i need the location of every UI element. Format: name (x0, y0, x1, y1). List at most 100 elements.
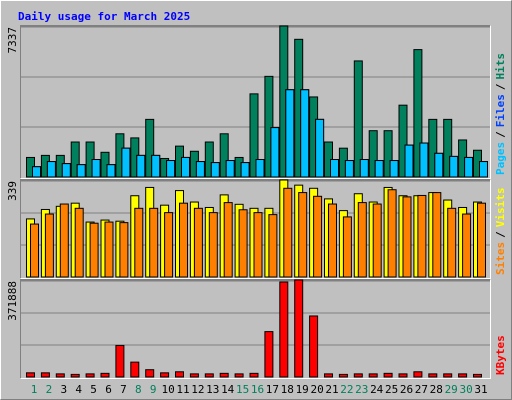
x-tick-label: 7 (120, 383, 127, 396)
bar (55, 373, 65, 378)
legend-entry: Visits (494, 188, 507, 228)
bar (344, 160, 354, 178)
panel-bevel-light (20, 279, 491, 379)
bar (119, 222, 129, 278)
bar (121, 147, 131, 178)
bar (249, 372, 259, 378)
bar (208, 212, 218, 278)
bar (300, 89, 310, 178)
plot-area (20, 279, 491, 378)
bar (264, 331, 274, 378)
bar (179, 202, 188, 278)
x-tick-label: 11 (176, 383, 189, 396)
bar (428, 373, 438, 378)
bar (353, 60, 363, 178)
bar (479, 161, 488, 178)
bar (249, 93, 259, 178)
bar (353, 373, 363, 378)
bar (338, 373, 348, 378)
x-tick-label: 9 (150, 383, 157, 396)
x-tick-label: 5 (90, 383, 97, 396)
bar (387, 189, 397, 278)
bar (458, 373, 468, 378)
legend: KBytes (494, 335, 507, 375)
bar (219, 133, 229, 178)
legend: Pages / Files / Hits (494, 53, 507, 175)
x-tick-label: 21 (325, 383, 338, 396)
bar (477, 202, 486, 278)
bar (428, 118, 438, 178)
x-tick-label: 31 (474, 383, 487, 396)
x-tick-label: 16 (251, 383, 264, 396)
bar (404, 144, 414, 178)
bar (324, 373, 333, 378)
x-tick-label: 13 (206, 383, 219, 396)
bar (91, 159, 101, 178)
bar (76, 164, 86, 178)
panel-bevel-light (20, 25, 491, 179)
bar (44, 213, 54, 278)
bar (193, 207, 203, 278)
bar (240, 162, 250, 178)
legend-separator: / (494, 83, 507, 90)
bar (462, 213, 472, 278)
legend-separator: / (494, 231, 507, 238)
bar (464, 156, 474, 178)
bar (264, 75, 274, 178)
bar (268, 214, 278, 278)
x-tick-label: 2 (46, 383, 53, 396)
bar (106, 164, 116, 178)
bar (234, 373, 244, 378)
bar (449, 155, 459, 178)
bar (100, 372, 110, 378)
x-tick-label: 15 (236, 383, 249, 396)
x-tick-label: 19 (296, 383, 309, 396)
bar (359, 159, 369, 178)
bar (195, 161, 205, 178)
bar (372, 203, 382, 278)
x-tick-label: 29 (445, 383, 458, 396)
bar (447, 207, 457, 278)
bar (115, 344, 125, 378)
bar (136, 154, 146, 178)
chart-title: Daily usage for March 2025 (18, 10, 190, 23)
bar (104, 221, 114, 278)
x-tick-label: 23 (355, 383, 368, 396)
x-tick-label: 3 (60, 383, 67, 396)
bar (253, 212, 263, 278)
bar (342, 216, 352, 278)
bar (85, 373, 95, 378)
bar (383, 372, 393, 378)
legend-entry: Pages (494, 142, 507, 175)
bar (398, 104, 408, 178)
x-tick-label: 12 (191, 383, 204, 396)
bar (145, 118, 155, 178)
bar (270, 127, 280, 178)
x-tick-label: 8 (135, 383, 142, 396)
y-tick-label: 7337 (6, 27, 19, 54)
bar (70, 373, 80, 378)
legend-entry: KBytes (494, 335, 507, 375)
bar (313, 195, 323, 278)
bar (238, 209, 248, 278)
bar (166, 160, 176, 178)
bar (328, 203, 337, 278)
bar (279, 281, 289, 378)
x-tick-label: 22 (340, 383, 353, 396)
legend-entry: Files (494, 94, 507, 127)
bar (473, 373, 482, 378)
bar (134, 207, 144, 278)
bar (298, 192, 308, 278)
bar (70, 141, 80, 178)
bar (59, 203, 69, 278)
bar (330, 159, 339, 178)
bar (189, 373, 199, 378)
bar (32, 166, 41, 178)
bar (149, 207, 159, 278)
bar (160, 372, 170, 378)
x-tick-label: 17 (266, 383, 279, 396)
x-tick-label: 26 (400, 383, 413, 396)
x-tick-label: 6 (105, 383, 112, 396)
bar (419, 142, 429, 178)
x-tick-label: 18 (281, 383, 294, 396)
